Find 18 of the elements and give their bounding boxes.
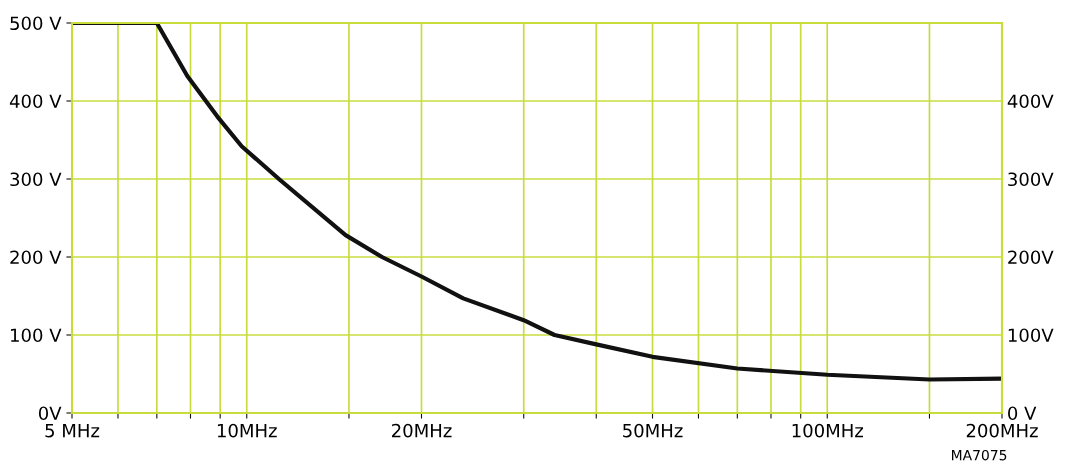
y2-tick-label: 100V [1008,328,1054,343]
text: MA7075 [952,449,1007,461]
y-tick-label: 400 V [9,94,62,109]
x-tick-label: 100MHz [792,423,864,438]
y-tick-label: 300 V [10,172,62,187]
y-tick-label: 100 V [11,328,62,343]
y2-tick-label: 400V [1007,94,1054,109]
x-tick-label: 5 MHz [45,423,100,438]
y-tick-label: 500 V [10,16,62,31]
y-tick-label: 0V [38,406,62,421]
x-tick-label: 50MHz [623,423,683,438]
y-tick-label: 200 V [10,250,62,265]
x-tick-label: 10MHz [217,423,277,438]
y2-tick-label: 0 V [1008,406,1037,421]
y2-tick-label: 200V [1008,250,1054,265]
x-tick-label: 20MHz [392,423,452,438]
y2-tick-label: 300V [1008,172,1054,187]
x-tick-label: 200MHz [966,423,1038,438]
